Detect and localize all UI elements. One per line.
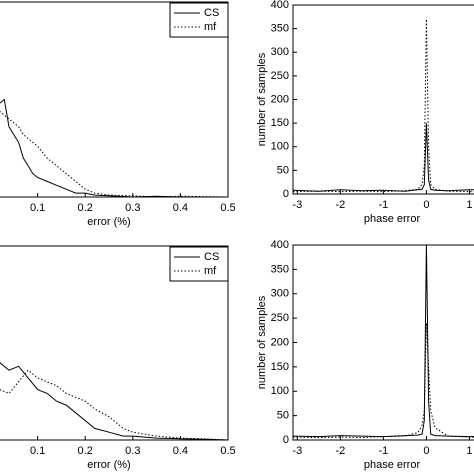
series-line [293, 245, 474, 438]
x-tick-label: 0.5 [220, 202, 235, 214]
series-line [0, 369, 228, 440]
x-tick-label: 0.3 [125, 202, 140, 214]
series-line [293, 322, 474, 439]
y-tick-label: 0 [283, 434, 289, 446]
y-tick-label: 350 [271, 23, 289, 35]
y-tick-label: 150 [271, 361, 289, 373]
y-tick-label: 200 [271, 336, 289, 348]
x-tick-label: 1 [466, 199, 472, 211]
y-tick-label: 50 [277, 164, 289, 176]
y-tick-label: 100 [271, 385, 289, 397]
y-axis-label: number of samples [256, 295, 268, 389]
x-axis-label: error (%) [87, 459, 130, 471]
legend-box [169, 246, 229, 282]
x-tick-label: 0.4 [173, 202, 188, 214]
panel: -3 -2 -1 0 1 0 50 100 150 200 250 300 350 400 phase er… [256, 0, 474, 225]
series-line [293, 123, 474, 192]
series-line [293, 19, 474, 193]
legend-label: mf [204, 265, 217, 277]
panel: 0.1 0.2 0.3 0.4 0.5 error (%) CS mf [0, 245, 236, 471]
x-tick-label: -2 [335, 199, 345, 211]
series-line [0, 98, 228, 197]
x-tick-label: 0.1 [30, 445, 45, 457]
x-tick-label: 1 [466, 445, 472, 457]
y-tick-label: 100 [271, 141, 289, 153]
x-tick-label: 0.1 [30, 202, 45, 214]
y-axis-label: number of samples [256, 52, 268, 146]
y-tick-label: 150 [271, 117, 289, 129]
x-tick-label: 0.3 [125, 445, 140, 457]
x-axis-label: phase error [364, 459, 421, 471]
x-axis-label: phase error [364, 213, 421, 225]
y-tick-label: 300 [271, 288, 289, 300]
y-tick-label: 250 [271, 70, 289, 82]
series-line [0, 110, 228, 197]
x-tick-label: -1 [379, 199, 389, 211]
x-tick-label: 0 [423, 199, 429, 211]
legend-label: CS [204, 7, 219, 19]
y-tick-label: 300 [271, 46, 289, 58]
x-tick-label: 0.5 [220, 445, 235, 457]
axes-box [292, 4, 474, 195]
series-line [0, 362, 228, 440]
y-tick-label: 200 [271, 93, 289, 105]
y-tick-label: 250 [271, 312, 289, 324]
x-tick-label: -3 [292, 199, 302, 211]
x-tick-label: 0.4 [173, 445, 188, 457]
y-tick-label: 350 [271, 263, 289, 275]
axes-box [0, 1, 229, 198]
x-axis-label: error (%) [87, 216, 130, 228]
legend-label: CS [204, 251, 219, 263]
y-tick-label: 400 [271, 239, 289, 251]
x-tick-label: 0.2 [78, 202, 93, 214]
legend-box [169, 2, 229, 38]
panel: -3 -2 -1 0 1 0 50 100 150 200 250 300 350 400 phase er… [256, 239, 474, 471]
panel: 0.1 0.2 0.3 0.4 0.5 error (%) CS mf [0, 1, 236, 228]
x-tick-label: -1 [379, 445, 389, 457]
axes-box [0, 245, 229, 441]
x-tick-label: 0.2 [78, 445, 93, 457]
legend-label: mf [204, 21, 217, 33]
x-tick-label: 0 [423, 445, 429, 457]
y-tick-label: 50 [277, 410, 289, 422]
axes-box [292, 244, 474, 441]
y-tick-label: 400 [271, 0, 289, 11]
y-tick-label: 0 [283, 188, 289, 200]
x-tick-label: -3 [292, 445, 302, 457]
x-tick-label: -2 [335, 445, 345, 457]
